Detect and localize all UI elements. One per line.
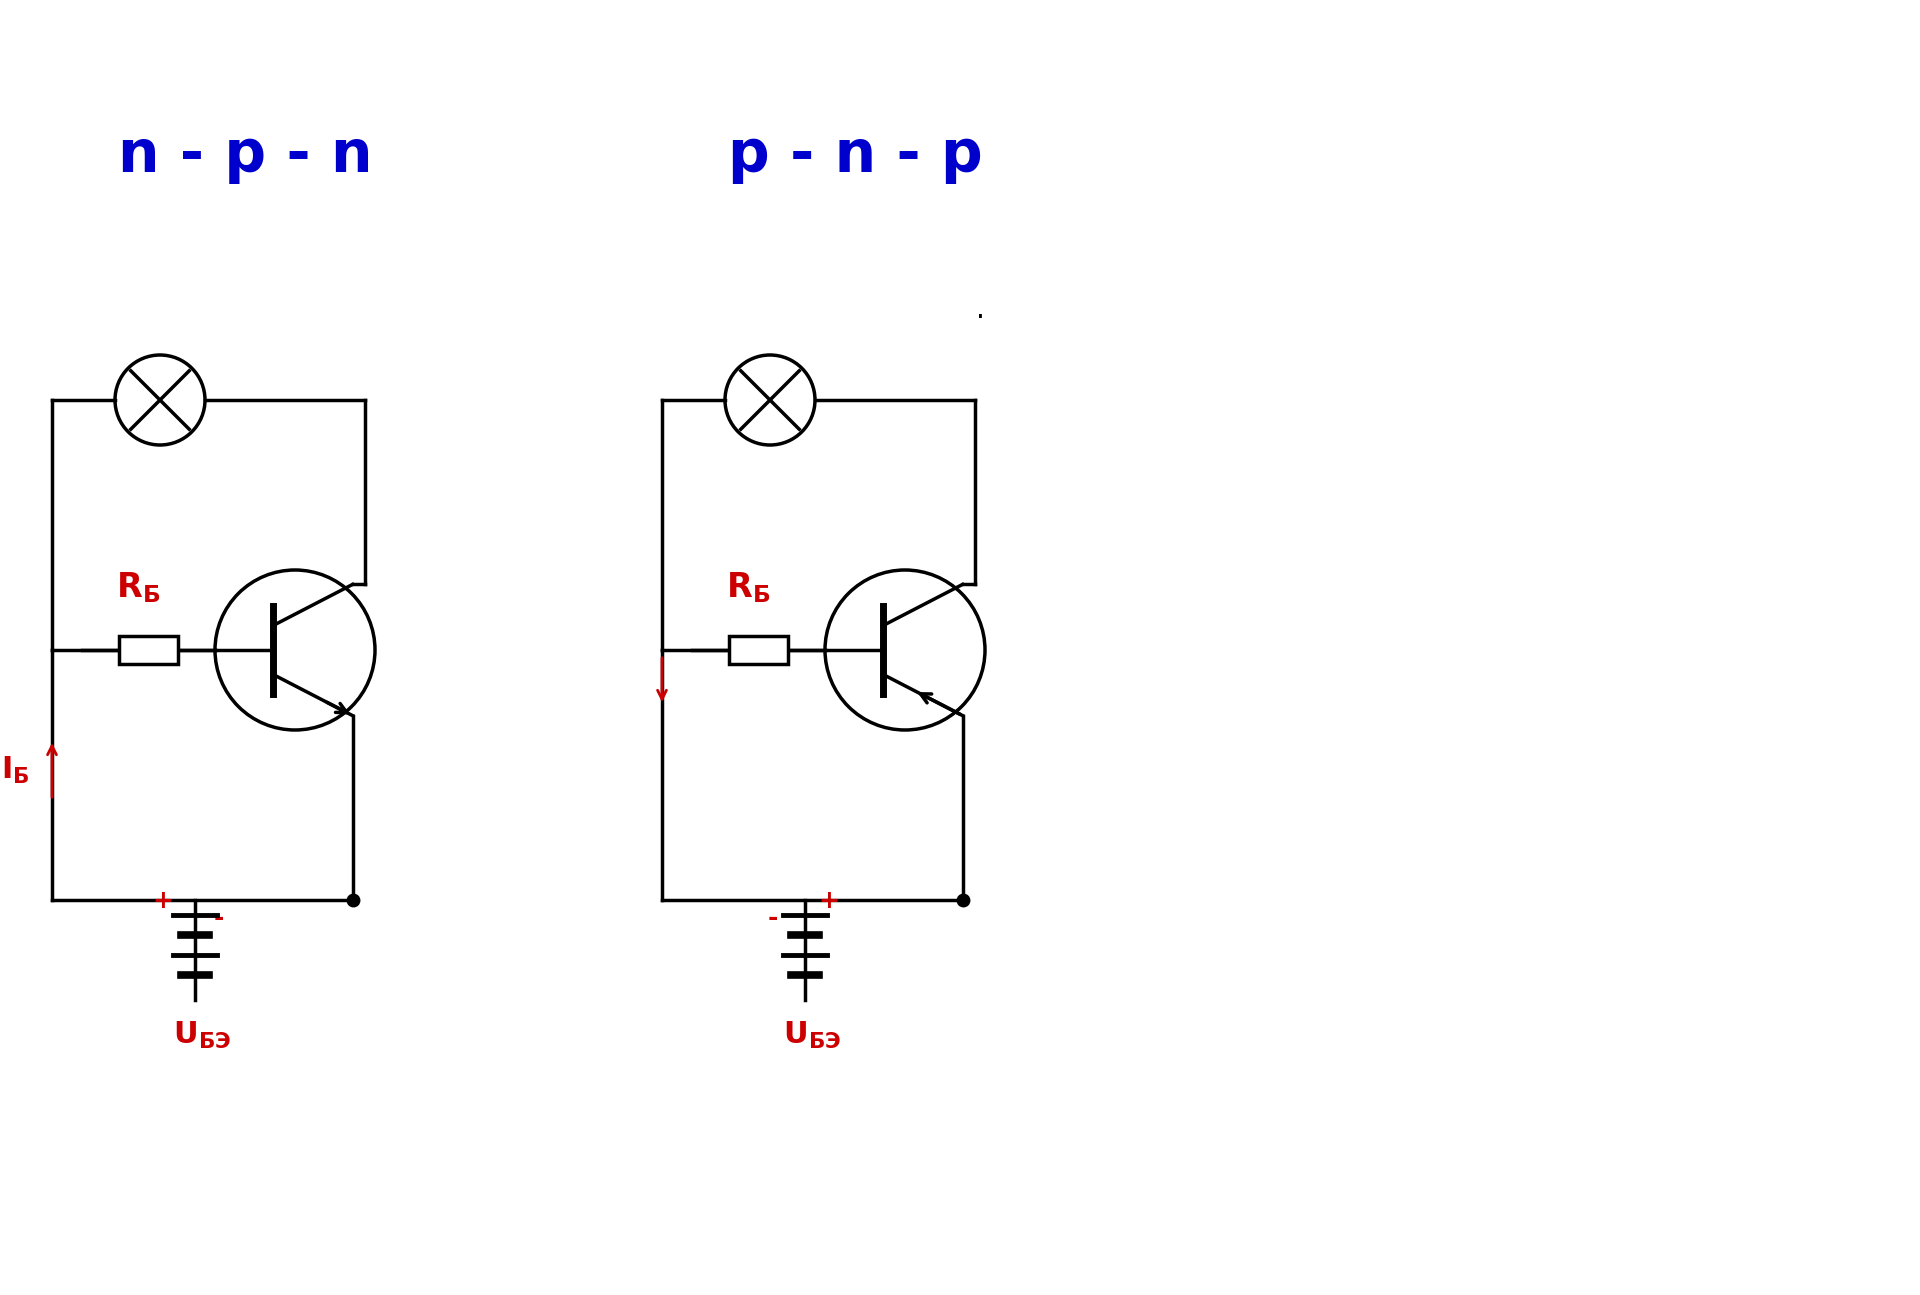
Text: $\mathbf{I_Б}$: $\mathbf{I_Б}$ (2, 755, 31, 786)
Bar (119, 636, 179, 664)
Bar (728, 636, 789, 664)
Text: p - n - p: p - n - p (728, 127, 983, 184)
Text: +: + (152, 888, 173, 913)
Text: -: - (768, 906, 778, 930)
Text: +: + (818, 888, 839, 913)
Text: n - p - n: n - p - n (117, 127, 372, 184)
Text: $\mathbf{U_{БЭ}}$: $\mathbf{U_{БЭ}}$ (783, 1019, 841, 1050)
Text: $\mathbf{R_Б}$: $\mathbf{R_Б}$ (726, 570, 770, 605)
Text: $\mathbf{R_Б}$: $\mathbf{R_Б}$ (115, 570, 159, 605)
Text: -: - (213, 906, 225, 930)
Text: $\mathbf{U_{БЭ}}$: $\mathbf{U_{БЭ}}$ (173, 1019, 230, 1050)
Text: .: . (975, 297, 985, 324)
